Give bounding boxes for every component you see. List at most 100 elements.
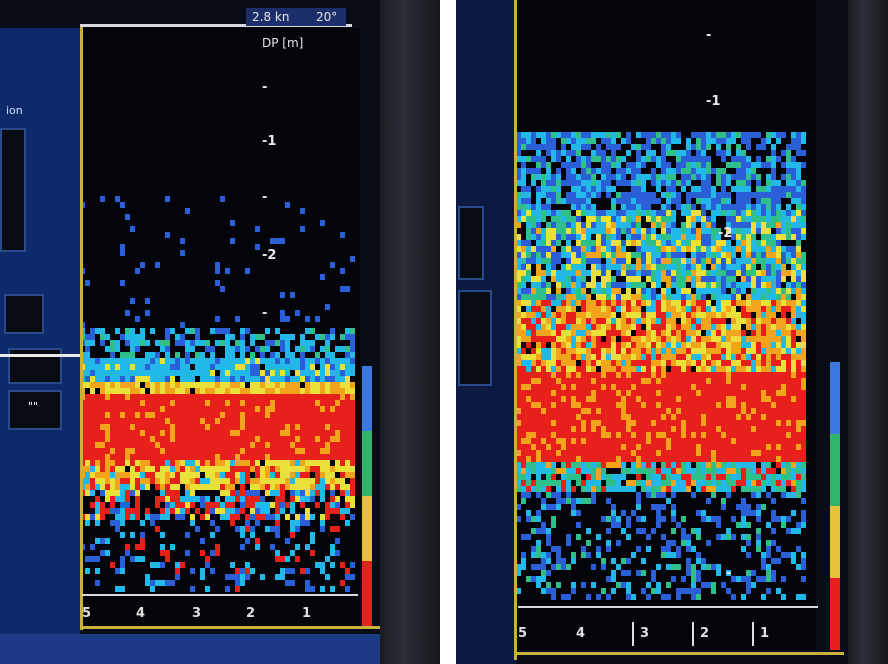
echo-cell xyxy=(310,448,315,454)
echo-cell xyxy=(571,348,576,354)
echo-cell xyxy=(576,276,581,282)
echo-cell xyxy=(210,484,215,490)
echo-cell xyxy=(606,144,611,150)
echo-cell xyxy=(591,390,596,396)
echo-cell xyxy=(325,448,330,454)
echo-cell xyxy=(686,480,691,486)
echo-cell xyxy=(586,318,591,324)
echo-cell xyxy=(726,162,731,168)
echo-cell xyxy=(230,238,235,244)
echo-cell xyxy=(681,264,686,270)
echo-cell xyxy=(761,306,766,312)
echo-cell xyxy=(340,346,345,352)
echo-cell xyxy=(546,456,551,462)
echo-cell xyxy=(315,460,320,466)
echo-cell xyxy=(796,366,801,372)
echo-cell xyxy=(686,372,691,378)
echo-cell xyxy=(285,448,290,454)
side-button[interactable] xyxy=(458,290,492,386)
echo-cell xyxy=(786,204,791,210)
echo-cell xyxy=(741,246,746,252)
echo-cell xyxy=(666,408,671,414)
echo-cell xyxy=(531,318,536,324)
echo-cell xyxy=(586,306,591,312)
side-button[interactable] xyxy=(0,128,26,252)
echo-cell xyxy=(751,468,756,474)
echo-cell xyxy=(190,586,195,592)
echo-cell xyxy=(771,486,776,492)
echo-cell xyxy=(646,384,651,390)
echo-cell xyxy=(711,228,716,234)
echo-cell xyxy=(275,382,280,388)
echo-cell xyxy=(616,438,621,444)
echo-cell xyxy=(766,270,771,276)
echo-cell xyxy=(631,312,636,318)
echo-cell xyxy=(741,234,746,240)
echo-cell xyxy=(140,418,145,424)
echo-cell xyxy=(631,342,636,348)
echo-cell xyxy=(240,544,245,550)
echo-cell xyxy=(786,354,791,360)
echo-cell xyxy=(616,168,621,174)
echo-cell xyxy=(581,480,586,486)
echo-cell xyxy=(275,574,280,580)
echo-cell xyxy=(691,480,696,486)
echo-cell xyxy=(641,342,646,348)
echo-cell xyxy=(606,174,611,180)
echo-cell xyxy=(245,490,250,496)
echo-cell xyxy=(120,244,125,250)
echo-cell xyxy=(85,478,90,484)
echo-cell xyxy=(796,468,801,474)
echo-cell xyxy=(776,306,781,312)
echo-cell xyxy=(641,426,646,432)
echo-cell xyxy=(180,430,185,436)
echo-cell xyxy=(265,388,270,394)
echo-cell xyxy=(661,240,666,246)
echo-cell xyxy=(731,270,736,276)
echo-cell xyxy=(756,438,761,444)
echo-cell xyxy=(165,400,170,406)
echo-cell xyxy=(330,562,335,568)
echo-cell xyxy=(310,466,315,472)
echo-cell xyxy=(205,460,210,466)
echo-cell xyxy=(651,312,656,318)
echo-cell xyxy=(631,384,636,390)
echo-cell xyxy=(626,168,631,174)
echo-cell xyxy=(691,156,696,162)
echo-cell xyxy=(225,466,230,472)
echo-cell xyxy=(791,324,796,330)
echo-cell xyxy=(125,310,130,316)
echo-cell xyxy=(195,466,200,472)
echo-cell xyxy=(586,462,591,468)
echo-cell xyxy=(566,300,571,306)
echo-cell xyxy=(290,406,295,412)
echo-cell xyxy=(681,348,686,354)
echo-cell xyxy=(711,474,716,480)
echo-cell xyxy=(566,390,571,396)
echo-cell xyxy=(576,438,581,444)
echo-cell xyxy=(300,364,305,370)
echo-cell xyxy=(636,234,641,240)
echo-cell xyxy=(531,234,536,240)
echo-cell xyxy=(711,354,716,360)
echo-cell xyxy=(681,312,686,318)
echo-cell xyxy=(776,198,781,204)
echo-cell xyxy=(691,300,696,306)
echo-cell xyxy=(601,438,606,444)
echo-cell xyxy=(716,300,721,306)
echo-cell xyxy=(270,490,275,496)
side-button[interactable]: "" xyxy=(8,390,62,430)
side-button[interactable] xyxy=(4,294,44,334)
echo-cell xyxy=(661,336,666,342)
echo-cell xyxy=(566,480,571,486)
echo-cell xyxy=(731,294,736,300)
echo-cell xyxy=(601,390,606,396)
echo-cell xyxy=(305,454,310,460)
echo-cell xyxy=(621,330,626,336)
side-button[interactable] xyxy=(458,206,484,280)
echo-cell xyxy=(731,444,736,450)
echo-cell xyxy=(566,366,571,372)
echo-cell xyxy=(656,372,661,378)
echo-cell xyxy=(315,454,320,460)
echo-cell xyxy=(706,390,711,396)
